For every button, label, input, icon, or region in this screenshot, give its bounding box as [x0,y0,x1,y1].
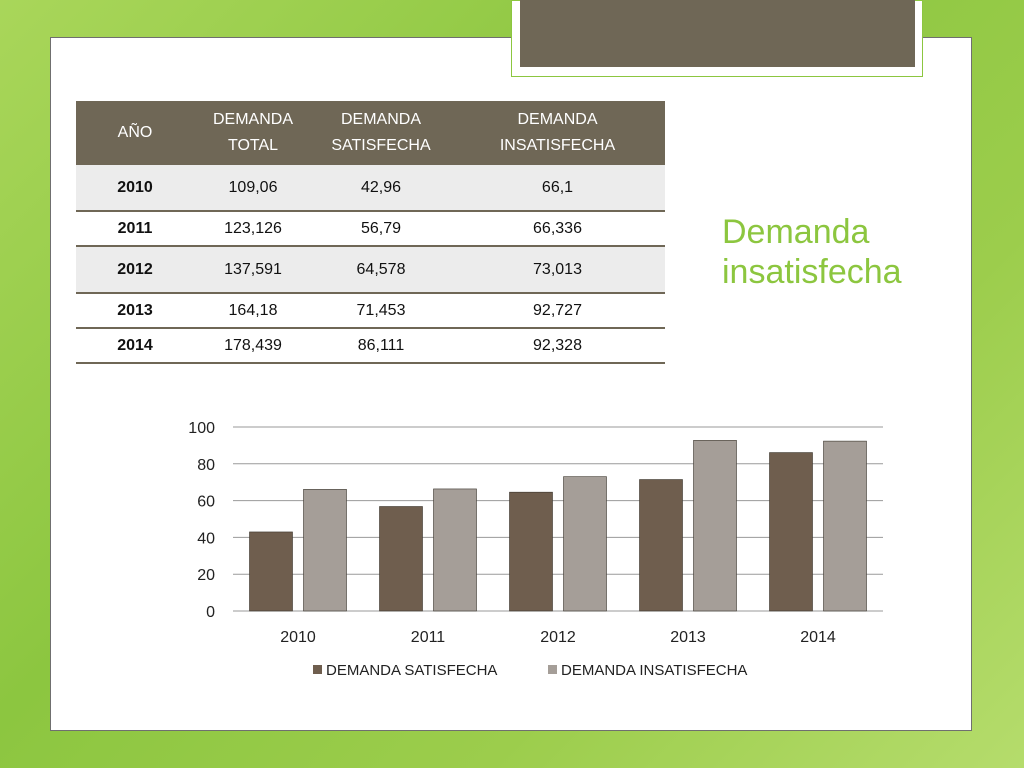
table-row: 2013 164,18 71,453 92,727 [76,293,665,329]
cell-satisfecha: 56,79 [312,211,450,247]
cell-insatisfecha: 66,1 [450,165,665,212]
cell-year: 2011 [76,211,194,247]
cell-year: 2013 [76,293,194,329]
x-tick-label: 2010 [280,629,316,646]
cell-insatisfecha: 73,013 [450,246,665,294]
bar [379,506,423,612]
cell-insatisfecha: 92,328 [450,328,665,364]
bar [433,488,477,612]
y-tick-label: 20 [197,567,215,584]
table-row: 2012 137,591 64,578 73,013 [76,246,665,294]
header-year: AÑO [76,101,194,165]
demand-table: AÑO DEMANDA TOTAL DEMANDA SATISFECHA DEMAN… [76,101,665,364]
bar [639,479,683,612]
bar [509,491,553,612]
cell-insatisfecha: 66,336 [450,211,665,247]
y-tick-label: 80 [197,457,215,474]
bar [563,476,607,612]
x-tick-label: 2012 [540,629,576,646]
bar [303,489,347,612]
heading-line-2: insatisfecha [722,253,902,291]
y-tick-label: 40 [197,530,215,547]
table-row: 2010 109,06 42,96 66,1 [76,165,665,212]
cell-total: 178,439 [194,328,312,364]
cell-satisfecha: 42,96 [312,165,450,212]
legend-swatch [548,665,557,674]
bar [693,440,737,612]
legend-label: DEMANDA SATISFECHA [326,662,497,679]
bar [823,440,867,612]
cell-satisfecha: 86,111 [312,328,450,364]
cell-satisfecha: 64,578 [312,246,450,294]
y-tick-label: 100 [188,420,215,437]
cell-total: 137,591 [194,246,312,294]
cell-insatisfecha: 92,727 [450,293,665,329]
table-header-row: AÑO DEMANDA TOTAL DEMANDA SATISFECHA DEMAN… [76,101,665,165]
y-tick-label: 0 [206,604,215,621]
legend-swatch [313,665,322,674]
legend-label: DEMANDA INSATISFECHA [561,662,747,679]
y-tick-label: 60 [197,494,215,511]
cell-total: 123,126 [194,211,312,247]
title-placeholder [520,0,915,67]
cell-year: 2010 [76,165,194,212]
table-row: 2014 178,439 86,111 92,328 [76,328,665,364]
cell-year: 2012 [76,246,194,294]
bar [769,452,813,612]
x-tick-label: 2011 [411,629,446,646]
x-tick-label: 2014 [800,629,836,646]
heading-line-1: Demanda [722,213,870,251]
cell-year: 2014 [76,328,194,364]
header-satisfecha: DEMANDA SATISFECHA [312,101,450,165]
cell-total: 109,06 [194,165,312,212]
header-total: DEMANDA TOTAL [194,101,312,165]
header-insatisfecha: DEMANDA INSATISFECHA [450,101,665,165]
cell-total: 164,18 [194,293,312,329]
table-row: 2011 123,126 56,79 66,336 [76,211,665,247]
slide-heading: Demanda insatisfecha [722,212,962,292]
x-tick-label: 2013 [670,629,706,646]
cell-satisfecha: 71,453 [312,293,450,329]
bar [249,531,293,612]
